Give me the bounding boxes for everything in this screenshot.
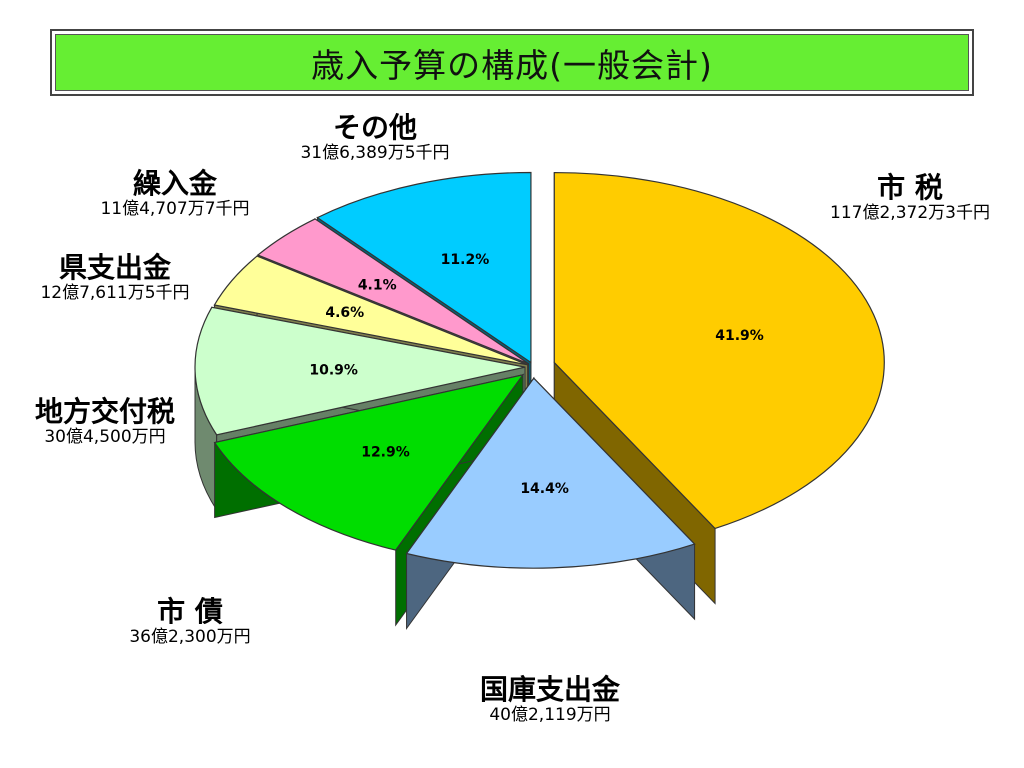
pie-slice-6 (316, 171, 532, 364)
label-kurire-amount: 11億4,707万7千円 (100, 199, 250, 220)
label-ken: 県支出金 12億7,611万5千円 (0, 251, 230, 304)
label-chihou: 地方交付税 30億4,500万円 (5, 395, 205, 448)
label-shizei-amount: 117億2,372万3千円 (830, 203, 990, 224)
pie-percent-label-6: 11.2% (441, 252, 490, 268)
label-sonota-name: その他 (332, 111, 417, 144)
pie-percent-label-1: 14.4% (520, 481, 569, 497)
label-kokko-amount: 40億2,119万円 (489, 705, 611, 726)
label-kurire: 繰入金 11億4,707万7千円 (60, 167, 290, 220)
pie-percent-label-5: 4.1% (358, 277, 397, 293)
pie-percent-label-2: 12.9% (361, 444, 410, 460)
label-shisai-amount: 36億2,300万円 (129, 627, 251, 648)
label-kurire-name: 繰入金 (132, 167, 217, 200)
pie-slice-0 (553, 171, 885, 530)
pie-slice-3 (194, 306, 526, 436)
pie-slice-1 (405, 377, 696, 569)
pie-percent-label-3: 10.9% (309, 363, 358, 379)
pie-slice-4 (213, 255, 528, 366)
pie-slice-2 (213, 373, 525, 551)
label-ken-name: 県支出金 (58, 251, 171, 284)
label-sonota: その他 31億6,389万5千円 (255, 111, 495, 164)
pie-percent-label-0: 41.9% (715, 328, 764, 344)
label-chihou-name: 地方交付税 (34, 395, 175, 428)
label-chihou-amount: 30億4,500万円 (44, 427, 166, 448)
label-shizei: 市 税 117億2,372万3千円 (800, 171, 1020, 224)
chart-title: 歳入予算の構成(一般会計) (55, 34, 969, 91)
chart-title-box: 歳入予算の構成(一般会計) (50, 29, 974, 96)
pie-slice-5 (256, 218, 529, 365)
label-kokko-name: 国庫支出金 (479, 673, 620, 706)
label-shisai-name: 市 債 (157, 595, 223, 628)
label-sonota-amount: 31億6,389万5千円 (300, 143, 450, 164)
label-ken-amount: 12億7,611万5千円 (40, 283, 190, 304)
label-kokko: 国庫支出金 40億2,119万円 (440, 673, 660, 726)
pie-top-layer (194, 171, 885, 569)
label-shisai: 市 債 36億2,300万円 (90, 595, 290, 648)
pie-percent-label-4: 4.6% (325, 305, 364, 321)
pie-percent-layer: 41.9% 14.4% 12.9% 10.9% 4.6% 4.1% 11.2% (309, 252, 763, 497)
label-shizei-name: 市 税 (877, 171, 943, 204)
